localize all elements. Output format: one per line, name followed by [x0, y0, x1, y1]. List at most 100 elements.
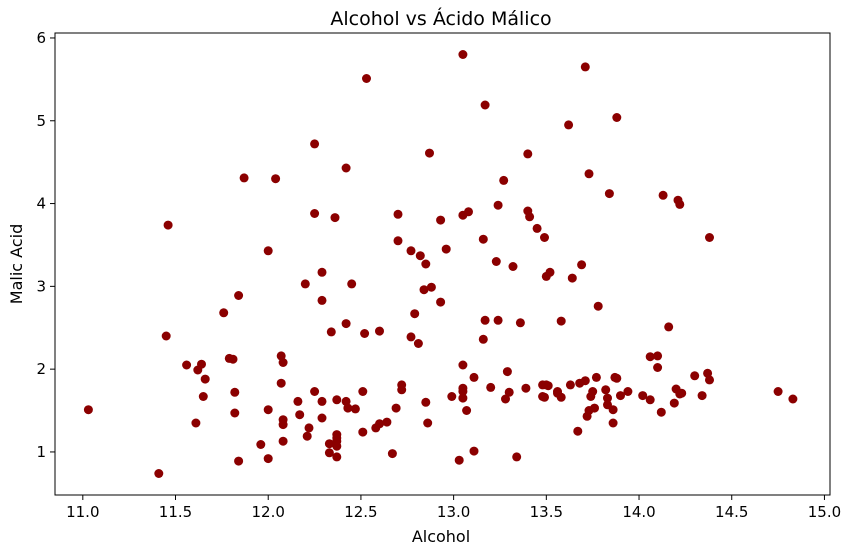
data-point [332, 452, 342, 462]
data-point [191, 418, 201, 428]
data-point [491, 257, 501, 266]
data-point [415, 251, 425, 261]
data-point [556, 392, 566, 402]
data-point [653, 363, 663, 372]
data-point [504, 387, 514, 397]
data-point [499, 175, 509, 185]
data-point [469, 446, 479, 456]
data-point [302, 431, 312, 441]
data-point [200, 374, 210, 384]
data-point [705, 375, 714, 385]
data-point [358, 427, 368, 437]
data-point [350, 404, 360, 414]
data-point [690, 371, 700, 381]
data-point [239, 173, 249, 183]
data-point [332, 430, 342, 440]
data-point [230, 387, 240, 397]
x-tick-label: 12.0 [252, 503, 285, 521]
data-point [653, 351, 663, 361]
data-point [397, 380, 407, 390]
data-point [347, 279, 357, 289]
x-axis-ticks: 11.0 11.5 12.0 12.5 13.0 13.5 14.0 14.5 15.0 [66, 495, 841, 521]
y-tick-label: 6 [36, 29, 46, 47]
data-point [638, 391, 648, 401]
data-point [263, 405, 273, 415]
data-point [645, 395, 655, 405]
data-point [556, 316, 566, 326]
data-point [677, 388, 687, 398]
data-point [486, 382, 496, 392]
data-point [406, 246, 416, 256]
x-tick-label: 13.0 [437, 503, 470, 521]
data-point [393, 236, 403, 246]
data-point [387, 449, 397, 459]
data-point [608, 418, 618, 428]
data-point [324, 448, 334, 458]
data-point [664, 322, 674, 332]
data-point [447, 392, 457, 401]
data-point [523, 149, 533, 159]
data-point [515, 318, 525, 328]
data-point [462, 406, 472, 415]
data-point [584, 169, 594, 179]
data-point [532, 223, 542, 233]
data-point [577, 260, 587, 270]
data-point [406, 332, 416, 342]
data-point [426, 282, 436, 292]
data-point [293, 396, 303, 406]
data-point [669, 398, 679, 408]
x-tick-label: 13.5 [530, 503, 563, 521]
data-point [540, 233, 549, 242]
data-point [469, 372, 479, 382]
data-point [256, 440, 266, 449]
data-point [300, 279, 310, 289]
x-tick-label: 12.5 [344, 503, 377, 521]
data-point [421, 397, 431, 407]
data-point [608, 405, 618, 415]
data-point [441, 244, 451, 254]
data-point [545, 267, 555, 277]
y-axis-label: Malic Acid [7, 224, 26, 304]
data-point [512, 452, 522, 462]
data-point [565, 380, 575, 390]
data-point [508, 262, 518, 271]
data-point [219, 308, 229, 318]
data-point [501, 394, 510, 404]
data-point [154, 469, 164, 478]
data-point [310, 209, 320, 218]
data-point [324, 439, 334, 449]
data-point [341, 319, 351, 329]
data-point [567, 273, 577, 283]
data-point [773, 387, 783, 396]
data-point [278, 415, 288, 425]
data-point [393, 209, 403, 219]
data-point [458, 360, 468, 370]
x-tick-label: 11.5 [159, 503, 192, 521]
x-tick-label: 14.0 [622, 503, 655, 521]
data-point [425, 148, 434, 158]
data-point [612, 113, 622, 122]
data-point [543, 381, 553, 391]
data-point [658, 190, 668, 200]
data-point [161, 331, 171, 341]
data-point [295, 410, 305, 420]
data-point [419, 285, 429, 295]
data-point [788, 394, 798, 404]
data-point [228, 354, 238, 364]
data-point [198, 392, 208, 401]
data-point [278, 436, 288, 446]
y-tick-label: 5 [36, 112, 46, 130]
data-point [436, 215, 446, 225]
data-point [83, 405, 93, 415]
data-point [276, 378, 286, 388]
points-layer [83, 50, 798, 478]
data-point [263, 246, 273, 256]
data-point [521, 383, 531, 393]
data-point [478, 234, 488, 244]
data-point [413, 339, 423, 348]
data-point [478, 334, 488, 344]
x-tick-label: 11.0 [66, 503, 99, 521]
chart-title: Alcohol vs Ácido Málico [330, 7, 551, 30]
data-point [493, 315, 503, 325]
